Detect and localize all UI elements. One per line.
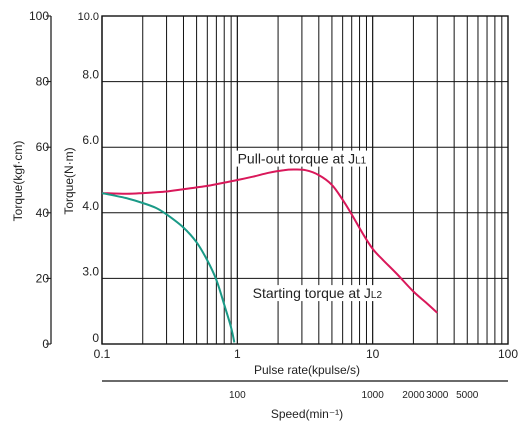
secondary-x-axis-tick-label: 5000: [456, 390, 479, 401]
y-axis-left-tick-label: 20: [36, 271, 50, 285]
series-label: Pull-out torque at JL1: [238, 151, 367, 167]
series-label-background: [235, 150, 369, 167]
y-axis-right-tick-label: 3.0: [82, 264, 99, 278]
y-axis-left: 0 20 40 60 80 100: [29, 9, 52, 351]
secondary-x-axis-tick-label: 1000: [362, 390, 385, 401]
series-line: [101, 192, 236, 343]
y-axis-left-tick-label: 100: [29, 9, 49, 23]
x-axis-tick-label: 0.1: [94, 347, 111, 361]
x-axis-label: Pulse rate(kpulse/s): [254, 363, 360, 377]
y-axis-right-tick-label: 8.0: [82, 68, 99, 82]
secondary-x-axis: 100 1000 2000 3000 5000: [102, 380, 508, 401]
y-axis-right: 0 3.0 4.0 6.0 8.0 10.0: [78, 11, 100, 345]
x-axis: 0.1 1 10 100: [94, 347, 519, 361]
series-line: [101, 168, 438, 314]
y-axis-left-tick-label: 60: [36, 140, 50, 154]
chart-series: Pull-out torque at JL1 Starting torque at…: [101, 150, 438, 343]
x-axis-tick-label: 1: [234, 347, 241, 361]
secondary-x-axis-tick-label: 100: [229, 390, 246, 401]
y-axis-left-tick-label: 40: [36, 206, 50, 220]
y-axis-left-tick-label: 0: [42, 337, 49, 351]
y-axis-right-label: Torque(N·m): [62, 147, 76, 214]
secondary-x-axis-label: Speed(min⁻¹): [271, 407, 343, 421]
series-label-background: [250, 285, 385, 302]
x-axis-tick-label: 10: [366, 347, 380, 361]
y-axis-left-label: Torque(kgf·cm): [11, 141, 25, 222]
y-axis-right-tick-label: 10.0: [78, 11, 99, 23]
y-axis-right-tick-label: 6.0: [82, 133, 99, 147]
series-label: Starting torque at JL2: [253, 285, 383, 301]
y-axis-right-tick-label: 0: [92, 331, 99, 345]
plot-frame: [101, 15, 509, 345]
y-axis-right-tick-label: 4.0: [82, 199, 99, 213]
y-axis-left-tick-label: 80: [36, 75, 50, 89]
x-axis-tick-label: 100: [498, 347, 518, 361]
secondary-x-axis-tick-label: 3000: [426, 390, 449, 401]
secondary-x-axis-tick-label: 2000: [402, 390, 425, 401]
